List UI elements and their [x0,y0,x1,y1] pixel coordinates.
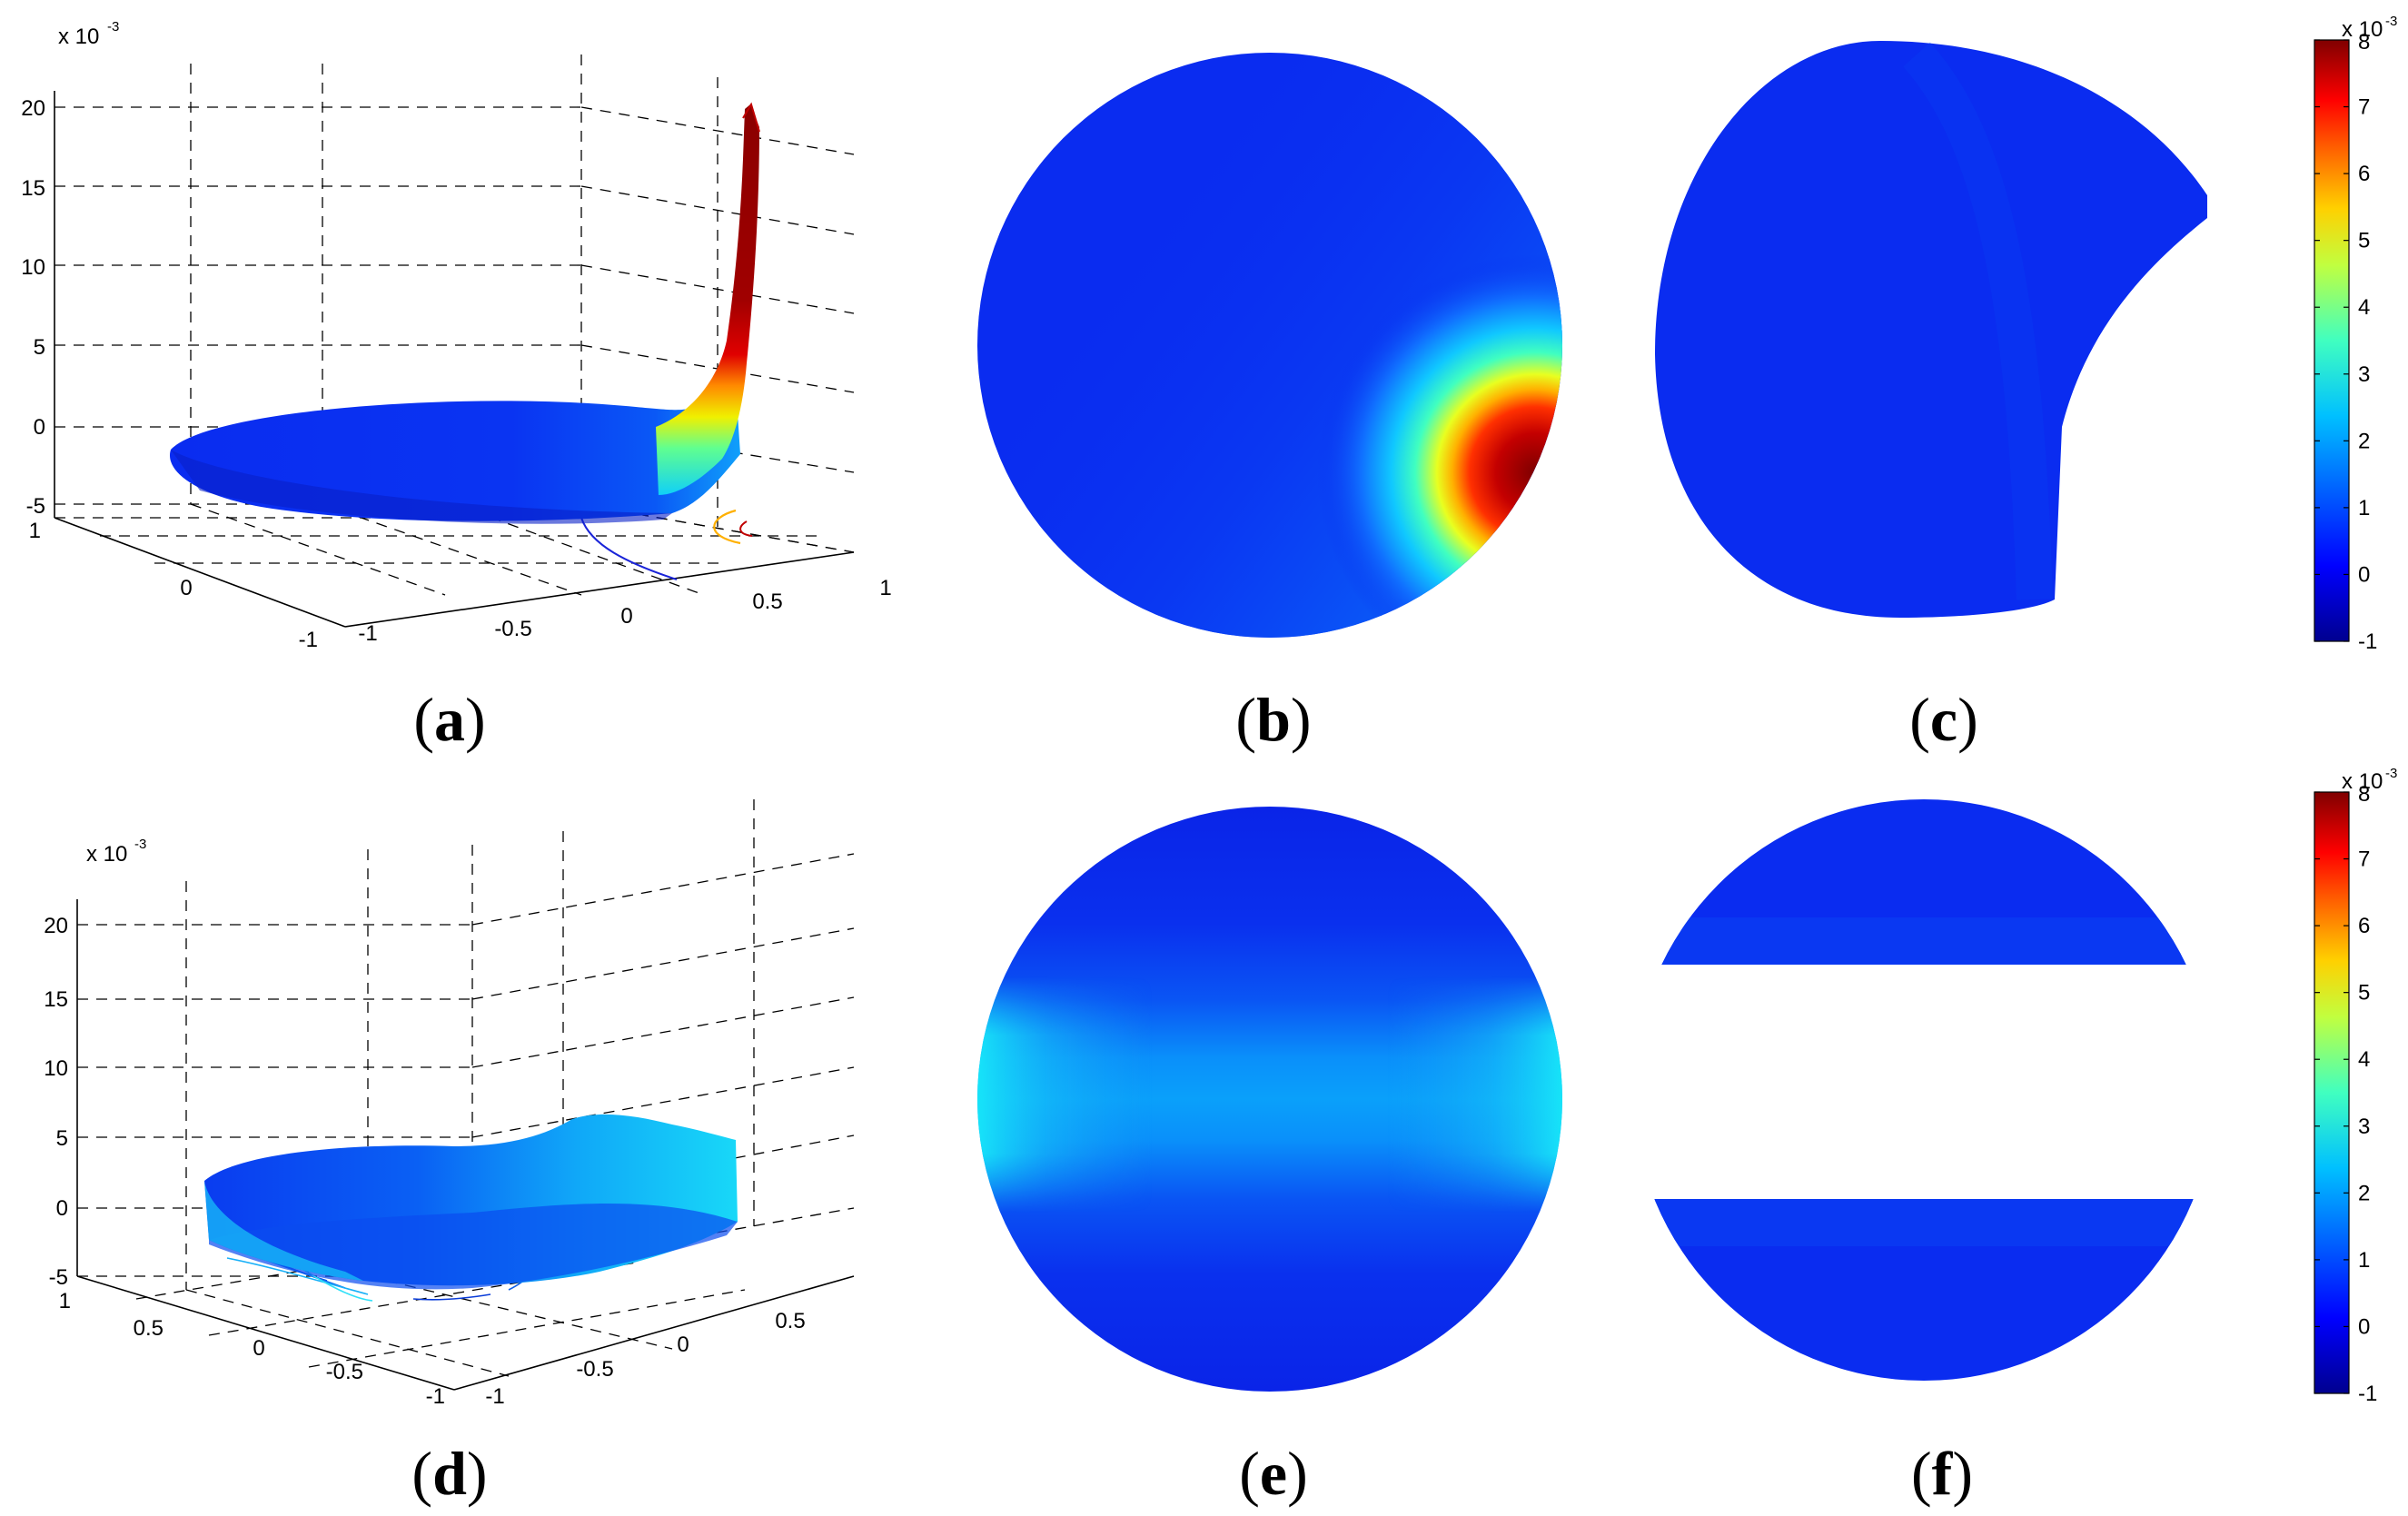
panel-a-ytick-1: 0 [180,576,192,600]
colorbar-tick-label: 3 [2358,1115,2370,1139]
colorbar-tick-label: 0 [2358,1314,2370,1339]
panel-c-caption: (c) [1909,685,1978,754]
panel-d-ztick-1: 15 [44,987,68,1012]
panel-a-surface-shade [171,450,672,524]
colorbar-top-exponent: x 10 [2342,17,2383,42]
panel-a-ztick-1: 15 [21,176,45,201]
panel-a-z-exponent: x 10 [58,25,99,49]
panel-a-xtick-2: 0 [620,604,632,629]
colorbar-tick-label: 8 [2358,30,2370,54]
panel-f-top-shade [1633,917,2215,965]
panel-d-z-exponent: x 10 [86,842,127,867]
colorbar-tick-label: 6 [2358,162,2370,186]
colorbar-top-bar [2314,39,2350,642]
colorbar-tick-label: 5 [2358,229,2370,253]
panel-d-y-axis [76,1275,455,1391]
panel-f-caption: (f) [1911,1439,1973,1508]
colorbar-tick-label: 2 [2358,429,2370,453]
panel-d-ztick-2: 10 [44,1056,68,1081]
colorbar-tick-label: 7 [2358,847,2370,872]
panel-d-xtick-3: 0.5 [775,1309,805,1333]
panel-d-z-exponent-power: -3 [134,837,146,852]
panel-c-shade [1903,42,2053,600]
panel-a-ztick-3: 5 [34,335,45,360]
colorbar-bottom: x 10 -3 8 7 6 5 4 3 2 1 0 -1 [2314,766,2397,1406]
colorbar-tick-label: 6 [2358,914,2370,938]
panel-d-xtick-2: 0 [677,1333,689,1357]
panel-a-y-axis [54,517,346,628]
panel-a-caption: (a) [413,685,485,754]
colorbar-tick-label: 2 [2358,1181,2370,1205]
panel-a-contour-orange [713,509,741,545]
panel-f: (f) [1633,799,2215,1508]
colorbar-top: x 10 -3 8 7 6 5 4 3 2 1 0 -1 [2314,14,2397,654]
colorbar-tick-label: -1 [2358,629,2377,654]
panel-e-band-edges [977,807,1562,1392]
panel-a-ytick-2: -1 [299,628,318,652]
panel-d-ztick-5: -5 [49,1265,68,1290]
panel-a-ztick-2: 10 [21,255,45,280]
panel-d-xtick-1: -0.5 [576,1357,613,1382]
panel-b: (b) [977,53,1562,754]
panel-d-xtick-0: -1 [485,1384,504,1409]
panel-d-caption: (d) [411,1439,487,1508]
colorbar-tick-label: 1 [2358,1248,2370,1273]
panel-d-ytick-0: 1 [59,1289,71,1313]
panel-d-ytick-3: -0.5 [326,1360,363,1384]
colorbar-tick-label: 0 [2358,562,2370,587]
colorbar-tick-label: 7 [2358,95,2370,120]
panel-d-ztick-4: 0 [56,1196,68,1221]
colorbar-bottom-bar [2314,791,2350,1394]
panel-d-surface-left [204,1181,363,1281]
panel-a-ztick-0: 20 [21,96,45,121]
panel-c: (c) [1655,41,2207,754]
colorbar-tick-label: 3 [2358,362,2370,387]
panel-a-spike [656,104,759,495]
panel-a-ytick-0: 1 [29,519,41,543]
colorbar-tick-label: -1 [2358,1382,2377,1406]
colorbar-top-exponent-power: -3 [2385,14,2397,29]
panel-d-ytick-1: 0.5 [134,1316,164,1341]
panel-e-caption: (e) [1239,1439,1308,1508]
colorbar-bottom-exponent: x 10 [2342,769,2383,794]
panel-d: 20 15 10 5 0 -5 x 10 -3 -1 -0.5 0 0.5 1 … [44,799,855,1508]
panel-a-contour-blue [580,517,678,580]
panel-a-xtick-3: 0.5 [752,590,782,614]
panel-a-ztick-5: -5 [26,494,45,519]
panel-d-grid [77,799,855,1377]
panel-f-bottom-shade [1633,1199,2215,1246]
colorbar-tick-label: 4 [2358,1047,2370,1072]
panel-a-z-exponent-power: -3 [107,19,119,35]
panel-a: 20 15 10 5 0 -5 x 10 -3 -1 -0.5 0 0.5 1 … [21,19,891,754]
panel-a-ztick-4: 0 [34,415,45,440]
panel-a-spike-top [742,102,760,133]
colorbar-tick-label: 8 [2358,782,2370,807]
panel-e: (e) [977,807,1562,1508]
colorbar-bottom-exponent-power: -3 [2385,766,2397,781]
panel-a-contour-red [739,520,753,537]
colorbar-tick-label: 1 [2358,496,2370,520]
panel-d-x-axis [453,1275,855,1391]
panel-b-caption: (b) [1235,685,1311,754]
panel-a-xtick-1: -0.5 [494,617,531,641]
panel-d-ytick-4: -1 [426,1384,445,1409]
panel-c-shape [1655,41,2207,618]
panel-d-ztick-3: 5 [56,1126,68,1151]
colorbar-tick-label: 4 [2358,295,2370,320]
panel-d-ztick-0: 20 [44,914,68,938]
colorbar-tick-label: 5 [2358,981,2370,1006]
panel-a-x-axis [344,551,855,628]
panel-a-xtick-4: 1 [879,576,891,600]
panel-a-xtick-0: -1 [358,621,377,646]
panel-d-ytick-2: 0 [253,1336,264,1361]
panel-d-surface-front [209,1204,738,1290]
